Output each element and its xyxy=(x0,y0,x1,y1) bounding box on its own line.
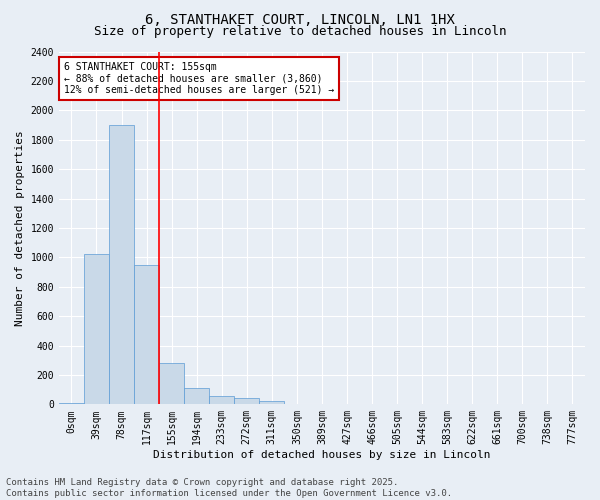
Bar xyxy=(84,254,109,404)
Text: 6, STANTHAKET COURT, LINCOLN, LN1 1HX: 6, STANTHAKET COURT, LINCOLN, LN1 1HX xyxy=(145,12,455,26)
Bar xyxy=(209,396,234,404)
Text: 6 STANTHAKET COURT: 155sqm
← 88% of detached houses are smaller (3,860)
12% of s: 6 STANTHAKET COURT: 155sqm ← 88% of deta… xyxy=(64,62,334,96)
Bar xyxy=(184,388,209,404)
Bar xyxy=(259,402,284,404)
Bar xyxy=(234,398,259,404)
Bar xyxy=(134,264,159,404)
Bar xyxy=(109,125,134,404)
Bar xyxy=(59,403,84,404)
X-axis label: Distribution of detached houses by size in Lincoln: Distribution of detached houses by size … xyxy=(153,450,491,460)
Text: Size of property relative to detached houses in Lincoln: Size of property relative to detached ho… xyxy=(94,25,506,38)
Y-axis label: Number of detached properties: Number of detached properties xyxy=(15,130,25,326)
Text: Contains HM Land Registry data © Crown copyright and database right 2025.
Contai: Contains HM Land Registry data © Crown c… xyxy=(6,478,452,498)
Bar xyxy=(159,363,184,405)
